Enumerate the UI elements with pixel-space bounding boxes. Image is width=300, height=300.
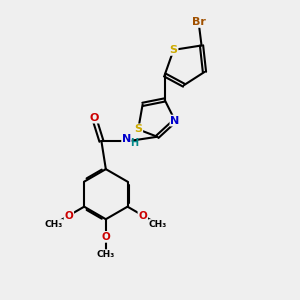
Text: O: O	[64, 211, 73, 220]
Text: N: N	[170, 116, 180, 126]
Text: CH₃: CH₃	[44, 220, 63, 229]
Text: N: N	[122, 134, 131, 144]
Text: S: S	[169, 45, 178, 55]
Text: CH₃: CH₃	[149, 220, 167, 229]
Text: Br: Br	[192, 17, 206, 27]
Text: O: O	[138, 211, 147, 220]
Text: H: H	[130, 138, 139, 148]
Text: CH₃: CH₃	[97, 250, 115, 259]
Text: S: S	[134, 124, 142, 134]
Text: O: O	[89, 112, 99, 123]
Text: O: O	[101, 232, 110, 242]
